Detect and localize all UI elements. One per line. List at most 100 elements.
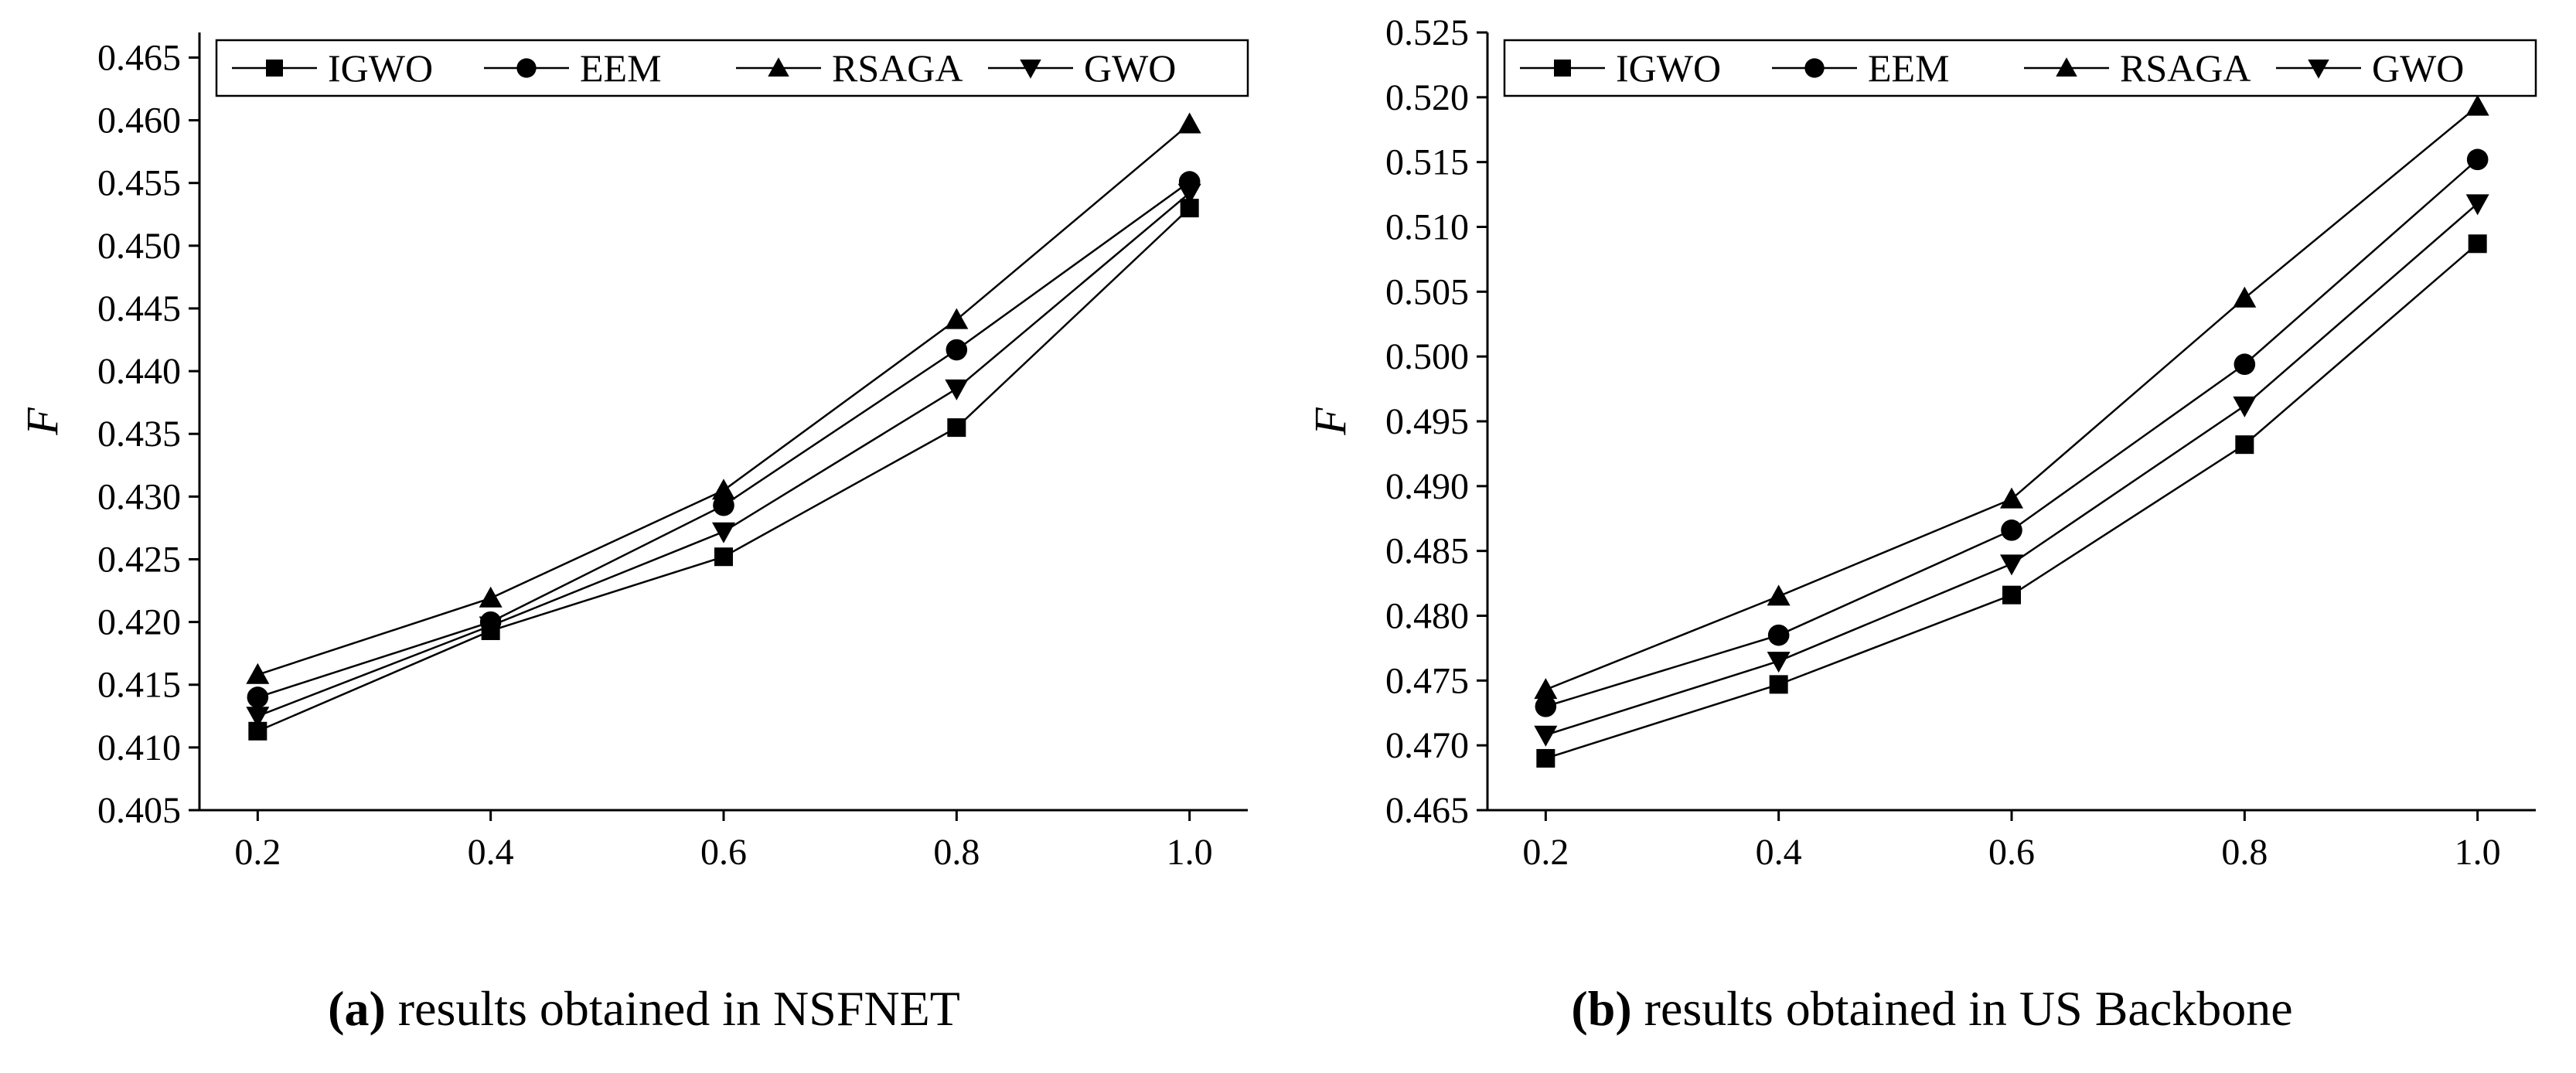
- chart-a-point-rsaga: [945, 308, 969, 329]
- chart-a-y-tick-label: 0.425: [97, 539, 181, 580]
- chart-b-point-gwo: [2465, 194, 2489, 216]
- chart-b-y-tick-label: 0.505: [1385, 271, 1469, 312]
- chart-a-x-tick-label: 0.8: [933, 832, 980, 873]
- chart-b-y-tick-label: 0.500: [1385, 336, 1469, 377]
- chart-b-y-tick-label: 0.515: [1385, 142, 1469, 183]
- chart-b-point-eem: [2466, 148, 2489, 171]
- chart-a-x-tick-label: 0.2: [234, 832, 281, 873]
- chart-a-point-gwo: [246, 707, 270, 728]
- chart-b-point-rsaga: [1534, 678, 1558, 700]
- chart-a-x-axis-label: ρ: [710, 915, 736, 928]
- chart-a-y-tick-label: 0.445: [97, 288, 181, 329]
- chart-b-x-tick-label: 0.6: [1988, 832, 2035, 873]
- chart-a-legend-item-igwo: IGWO: [232, 46, 433, 90]
- chart-b-x-tick-label: 0.2: [1522, 832, 1569, 873]
- chart-a-y-tick-label: 0.410: [97, 727, 181, 768]
- chart-a-y-tick-label: 0.460: [97, 100, 181, 141]
- chart-b-legend-swatch-marker: [2308, 60, 2329, 79]
- chart-b-legend-item-rsaga: RSAGA: [2024, 46, 2251, 90]
- chart-b-legend-item-gwo: GWO: [2276, 46, 2464, 90]
- chart-a-legend-swatch-marker: [516, 58, 537, 78]
- chart-b-legend-swatch-marker: [1554, 60, 1571, 77]
- chart-a-y-tick-label: 0.440: [97, 351, 181, 392]
- chart-b-y-tick-label: 0.510: [1385, 207, 1469, 248]
- chart-b-series-eem: [1535, 148, 2489, 717]
- chart-b-point-igwo: [2235, 435, 2254, 455]
- chart-b-point-igwo: [1536, 748, 1555, 768]
- chart-a-point-eem: [247, 686, 269, 708]
- chart-b-axes: 0.465 0.470 0.475 0.480 0.485 0.490 0.495 0.500…: [1385, 12, 2536, 873]
- chart-a-svg: 0.405 0.410 0.415 0.420 0.425 0.430 0.435 0.440…: [17, 32, 1249, 928]
- chart-b-point-igwo: [2468, 234, 2487, 254]
- caption-b: (b) results obtained in US Backbone: [1288, 980, 2576, 1037]
- chart-b-point-rsaga: [2465, 94, 2489, 116]
- chart-a-legend: IGWO EEM RSAGA GWO: [215, 39, 1249, 97]
- chart-a-y-tick-label: 0.430: [97, 476, 181, 517]
- chart-b-y-tick-label: 0.495: [1385, 401, 1469, 442]
- chart-b-point-igwo: [1769, 675, 1788, 694]
- chart-b-point-rsaga: [2233, 286, 2257, 308]
- chart-b-y-tick-label: 0.475: [1385, 660, 1469, 701]
- chart-a-series-line-gwo: [257, 192, 1191, 717]
- chart-a-y-tick-label: 0.465: [97, 37, 181, 78]
- chart-b-legend-swatch-marker: [2056, 57, 2077, 77]
- chart-a-legend-item-eem: EEM: [484, 46, 662, 90]
- chart-a-y-tick-label: 0.415: [97, 665, 181, 706]
- chart-b-y-tick-label: 0.470: [1385, 725, 1469, 766]
- caption-a-letter: (a): [328, 981, 386, 1036]
- caption-a: (a) results obtained in NSFNET: [0, 980, 1288, 1037]
- chart-a-series-gwo: [246, 183, 1201, 728]
- chart-b-y-tick-label: 0.485: [1385, 531, 1469, 572]
- chart-a-x-tick-label: 1.0: [1167, 832, 1213, 873]
- chart-b-point-eem: [2001, 519, 2022, 541]
- chart-b-y-tick-label: 0.490: [1385, 466, 1469, 507]
- chart-b-y-tick-label: 0.520: [1385, 77, 1469, 118]
- chart-b-series-rsaga: [1534, 94, 2489, 700]
- chart-a-y-axis-label: F: [17, 407, 67, 436]
- chart-b-point-eem: [2234, 353, 2256, 376]
- chart-a-axes: 0.405 0.410 0.415 0.420 0.425 0.430 0.435 0.440…: [97, 32, 1248, 873]
- chart-a-y-tick-label: 0.420: [97, 602, 181, 643]
- chart-b-point-eem: [1535, 696, 1557, 717]
- chart-b-point-igwo: [2002, 585, 2021, 605]
- chart-a-legend-item-gwo: GWO: [988, 46, 1176, 90]
- chart-a-y-tick-label: 0.450: [97, 226, 181, 267]
- chart-b-x-tick-label: 0.8: [2221, 832, 2268, 873]
- chart-b-series-igwo: [1536, 234, 2487, 768]
- chart-a-series-line-rsaga: [257, 123, 1191, 676]
- chart-b-point-gwo: [1767, 652, 1791, 673]
- chart-a-point-igwo: [714, 547, 733, 567]
- chart-a-point-gwo: [479, 616, 503, 638]
- chart-a-legend-label: EEM: [580, 46, 662, 90]
- chart-b-x-tick-label: 1.0: [2455, 832, 2501, 873]
- chart-a-point-gwo: [1177, 183, 1201, 205]
- chart-b-legend-item-igwo: IGWO: [1520, 46, 1721, 90]
- chart-a-legend-label: RSAGA: [832, 46, 963, 90]
- chart-panel-a: 0.405 0.410 0.415 0.420 0.425 0.430 0.435 0.440…: [0, 32, 1288, 1037]
- chart-b-series-gwo: [1534, 194, 2489, 747]
- chart-a-y-tick-label: 0.455: [97, 163, 181, 204]
- chart-a-legend-item-rsaga: RSAGA: [736, 46, 963, 90]
- chart-a-y-tick-label: 0.405: [97, 790, 181, 831]
- chart-a-legend-swatch-marker: [266, 60, 283, 77]
- chart-b-point-gwo: [2233, 396, 2257, 417]
- chart-b-y-axis-label: F: [1305, 407, 1355, 436]
- chart-b-legend-swatch-marker: [1804, 58, 1825, 78]
- chart-b-y-tick-label: 0.465: [1385, 790, 1469, 831]
- chart-b-point-gwo: [1534, 725, 1558, 747]
- chart-b-x-axis-label: ρ: [1998, 915, 2024, 928]
- chart-a-legend-swatch-marker: [1020, 60, 1041, 79]
- chart-a-point-rsaga: [1177, 112, 1201, 134]
- chart-a-point-eem: [713, 494, 734, 516]
- chart-b-point-gwo: [2000, 554, 2023, 576]
- chart-b-legend-frame: [1503, 39, 2537, 97]
- chart-a-legend-swatch-marker: [768, 57, 789, 77]
- chart-b-legend-label: EEM: [1868, 46, 1950, 90]
- chart-b-y-tick-label: 0.525: [1385, 12, 1469, 53]
- chart-b-point-eem: [1767, 624, 1790, 646]
- chart-a-point-rsaga: [479, 586, 503, 608]
- chart-b-legend: IGWO EEM RSAGA GWO: [1503, 39, 2537, 97]
- chart-a-x-tick-label: 0.4: [468, 832, 514, 873]
- chart-a-legend-label: GWO: [1084, 46, 1176, 90]
- chart-a-point-rsaga: [712, 479, 735, 500]
